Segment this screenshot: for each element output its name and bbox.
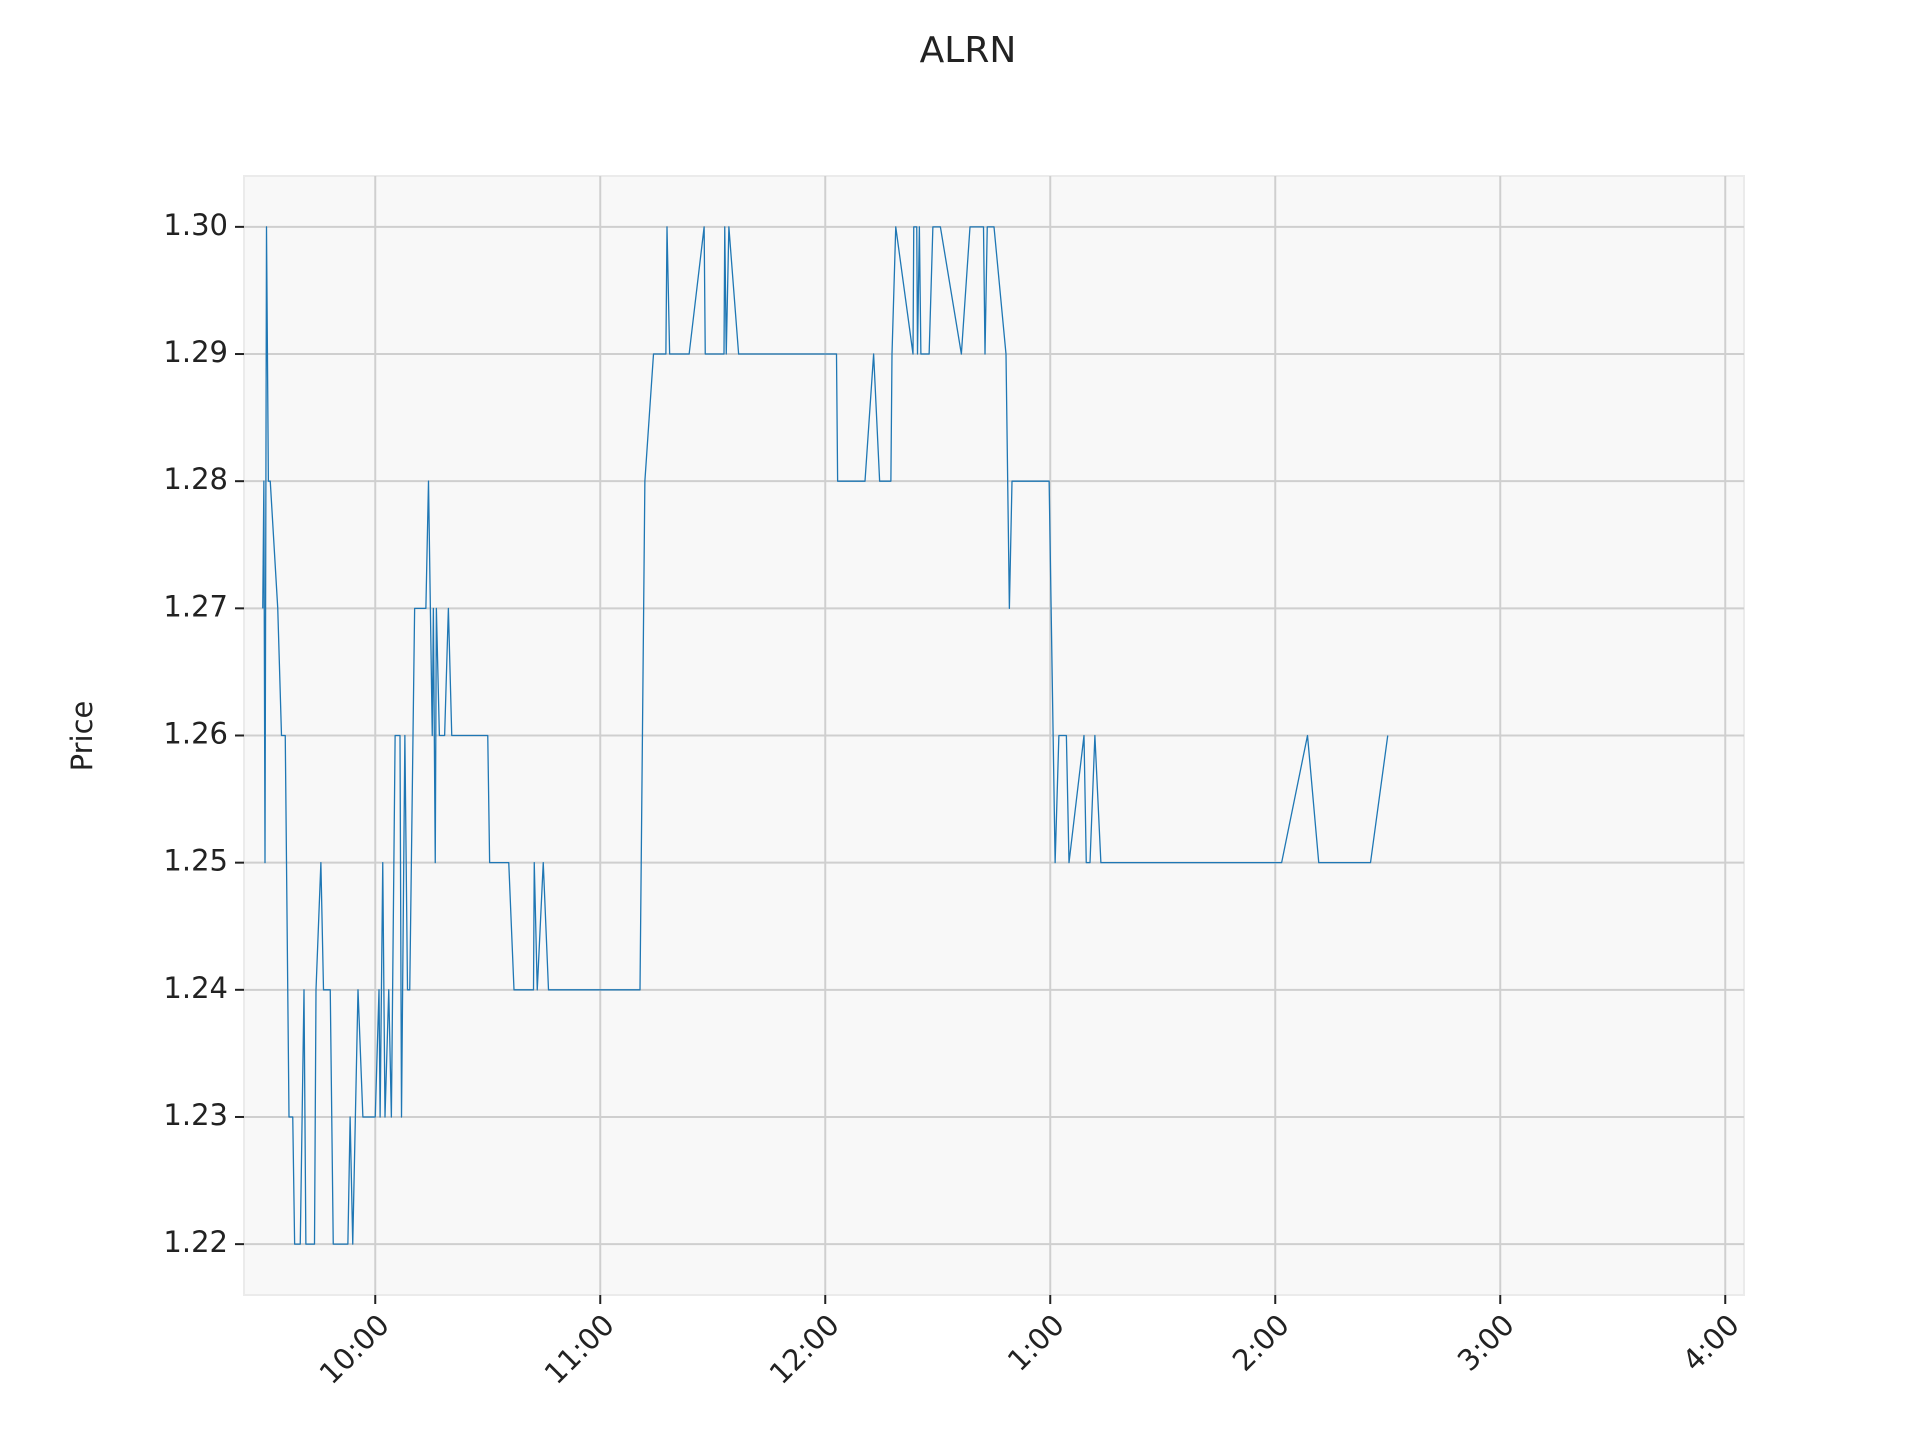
y-tick-label: 1.30 [163,208,228,242]
y-axis-label: Price [65,701,99,772]
y-tick-label: 1.27 [163,589,228,623]
y-tick-label: 1.23 [163,1098,228,1132]
y-tick-label: 1.26 [163,717,228,751]
y-tick-label: 1.25 [163,844,228,878]
y-tick-label: 1.22 [163,1225,228,1259]
x-tick-label: 3:00 [1451,1308,1521,1378]
x-tick-label: 2:00 [1226,1308,1296,1378]
chart-title: ALRN [920,30,1017,71]
price-line [262,226,1389,1245]
x-tick-label: 12:00 [763,1308,846,1391]
x-tick-label: 10:00 [313,1308,396,1391]
y-tick-label: 1.28 [163,462,228,496]
y-tick-label: 1.24 [163,971,228,1005]
x-tick-label: 1:00 [1001,1308,1071,1378]
x-tick-label: 4:00 [1676,1308,1746,1378]
x-tick-label: 11:00 [538,1308,621,1391]
y-tick-label: 1.29 [163,335,228,369]
